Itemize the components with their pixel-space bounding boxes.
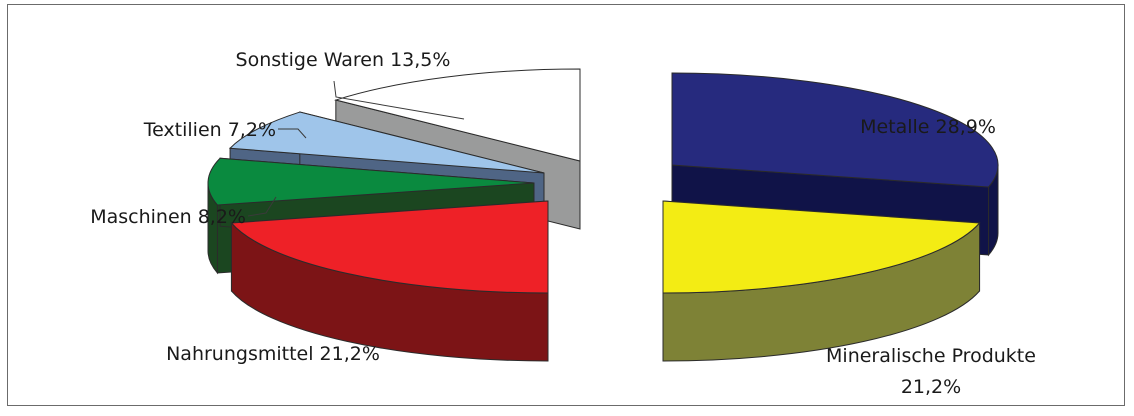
label-maschinen: Maschinen 8,2%	[90, 206, 246, 228]
slice-top-metalle	[671, 72, 999, 188]
leader-line-maschinen	[247, 196, 277, 217]
pie-chart: Sonstige Waren 13,5% Textilien 7,2% Masc…	[90, 49, 1036, 398]
chart-frame: Sonstige Waren 13,5% Textilien 7,2% Masc…	[7, 4, 1125, 406]
slice-top-nahrungsmittel	[230, 200, 549, 294]
label-mineralische-produkte: Mineralische Produkte	[826, 345, 1036, 367]
slice-top-mineralische-produkte	[662, 200, 981, 294]
slice-top-maschinen	[207, 157, 535, 206]
pie-slices	[207, 68, 999, 362]
slice-nahrungsmittel	[230, 200, 549, 362]
label-mineralische-produkte-value: 21,2%	[901, 376, 961, 398]
slice-top-sonstige-waren	[333, 68, 581, 162]
leader-line-textilien	[278, 128, 307, 139]
slice-mineralische-produkte	[662, 200, 981, 362]
slice-top-textilien	[228, 111, 545, 174]
label-metalle: Metalle 28,9%	[860, 116, 996, 138]
leader-line-sonstige	[333, 80, 465, 120]
label-nahrungsmittel: Nahrungsmittel 21,2%	[166, 343, 380, 365]
slice-labels: Sonstige Waren 13,5% Textilien 7,2% Masc…	[90, 49, 1036, 398]
label-sonstige-waren: Sonstige Waren 13,5%	[236, 49, 451, 71]
label-textilien: Textilien 7,2%	[143, 119, 276, 141]
